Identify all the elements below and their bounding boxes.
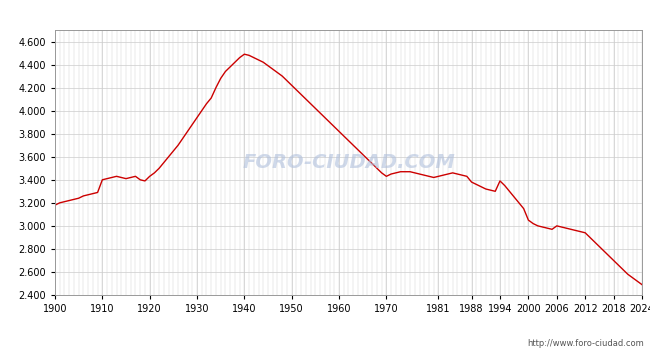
Text: Alcuéscar (Municipio) - Evolucion del numero de Habitantes: Alcuéscar (Municipio) - Evolucion del nu… xyxy=(125,8,525,21)
Text: http://www.foro-ciudad.com: http://www.foro-ciudad.com xyxy=(526,339,644,348)
Text: FORO-CIUDAD.COM: FORO-CIUDAD.COM xyxy=(242,153,455,172)
